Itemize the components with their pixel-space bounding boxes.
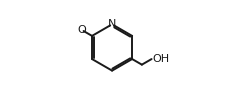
Text: N: N xyxy=(107,19,116,29)
Text: O: O xyxy=(77,25,86,35)
Text: OH: OH xyxy=(151,54,168,64)
